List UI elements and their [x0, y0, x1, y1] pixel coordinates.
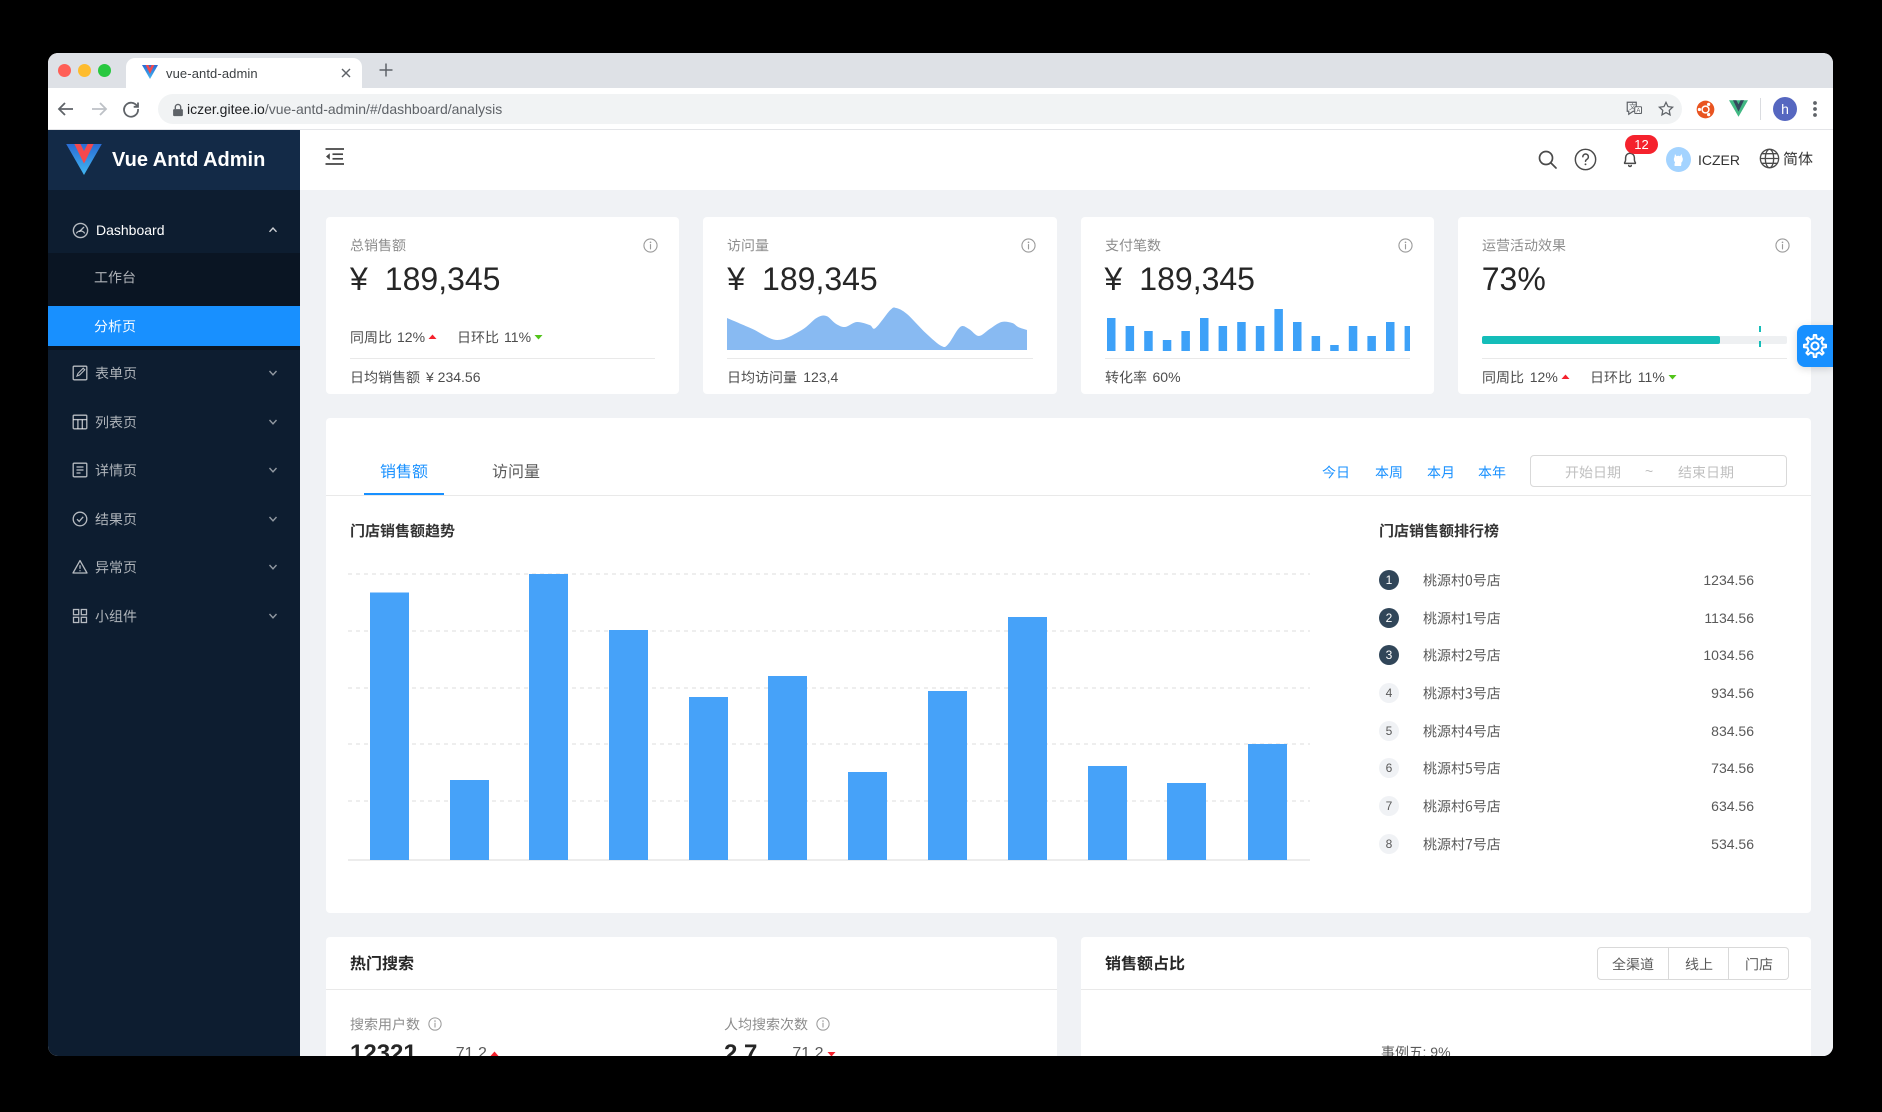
svg-text:文: 文 — [1629, 102, 1636, 111]
svg-text:A: A — [1636, 108, 1640, 114]
